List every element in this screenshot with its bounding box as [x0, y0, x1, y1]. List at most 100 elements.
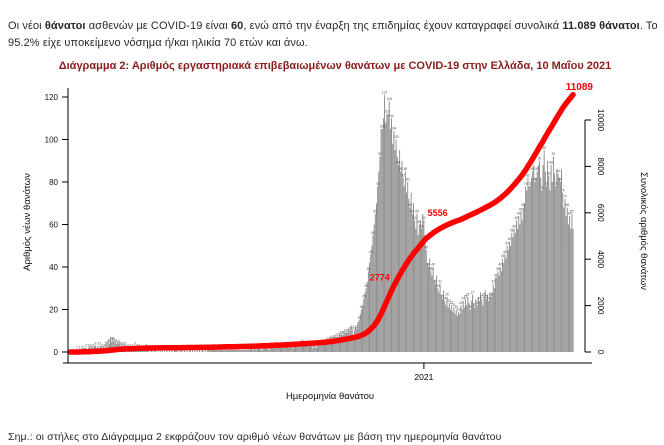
- bar-value-label: 65: [411, 210, 415, 214]
- bar-value-label: 50: [505, 241, 509, 245]
- chart-title: Διάγραμμα 2: Αριθμός εργαστηριακά επιβεβ…: [59, 60, 612, 72]
- right-axis-tick-label: 8000: [596, 158, 605, 176]
- bar-value-label: 64: [568, 212, 572, 216]
- bar-value-label: 25: [485, 295, 489, 299]
- bar-value-label: 6: [331, 335, 333, 339]
- intro-new-deaths-count: 60: [230, 20, 244, 32]
- right-axis-tick-label: 10000: [596, 109, 605, 132]
- bar-value-label: 11: [355, 324, 359, 328]
- bar-value-label: 55: [371, 231, 375, 235]
- bar-value-label: 3: [97, 341, 99, 345]
- bar-value-label: 2: [85, 343, 87, 347]
- left-axis-tick-label: 120: [45, 93, 59, 102]
- bar-value-label: 3: [125, 341, 127, 345]
- left-axis-tick-label: 20: [49, 306, 58, 315]
- bar-value-label: 83: [547, 171, 551, 175]
- bar-value-label: 68: [566, 203, 570, 207]
- bar-value-label: 80: [406, 178, 410, 182]
- bar-value-label: 22: [459, 301, 463, 305]
- bar-value-label: 121: [382, 91, 388, 95]
- left-axis-tick-label: 40: [49, 263, 58, 272]
- bar-value-label: 3: [95, 341, 97, 345]
- cumulative-deaths-line: [67, 91, 576, 355]
- bar-value-label: 92: [378, 152, 382, 156]
- bar-value-label: 1: [81, 346, 83, 350]
- bar-value-label: 26: [489, 292, 493, 296]
- bar-value-label: 58: [420, 224, 424, 228]
- bar-value-label: 35: [494, 273, 498, 277]
- bar-value-label: 3: [122, 341, 124, 345]
- left-axis-tick-label: 60: [49, 221, 58, 230]
- axes-layer: 0204060801001200200040006000800010000202…: [45, 88, 605, 382]
- bar-value-label: 78: [529, 182, 533, 186]
- bar-value-label: 65: [415, 210, 419, 214]
- bar-value-label: 65: [374, 210, 378, 214]
- bar-value-label: 5: [113, 337, 115, 341]
- x-axis-tick-label: 2021: [414, 372, 433, 382]
- bar-value-label: 9: [344, 329, 346, 333]
- bar-value-label: 118: [387, 97, 392, 101]
- bar-value-label: 85: [535, 167, 539, 171]
- bar-value-label: 24: [478, 297, 482, 301]
- bar-value-label: 100: [393, 135, 399, 139]
- bar-value-label: 3: [106, 341, 108, 345]
- bar-value-label: 30: [436, 284, 440, 288]
- bar-value-label: 66: [519, 207, 523, 211]
- bar-value-label: 2: [132, 343, 134, 347]
- bar-value-label: 30: [364, 284, 368, 288]
- bar-value-label: 6: [333, 335, 335, 339]
- bar-value-label: 85: [531, 167, 535, 171]
- bar-value-label: 4: [115, 339, 117, 343]
- chart-container: Διάγραμμα 2: Αριθμός εργαστηριακά επιβεβ…: [0, 52, 664, 404]
- bar-value-label: 52: [508, 237, 512, 241]
- bar-value-label: 82: [526, 174, 530, 178]
- bar-value-label: 65: [570, 210, 574, 214]
- left-axis-tick-label: 80: [49, 178, 58, 187]
- bar-value-label: 84: [556, 169, 560, 173]
- bar-value-label: 9: [347, 329, 349, 333]
- bar-value-label: 40: [498, 263, 502, 267]
- bar-value-label: 92: [552, 152, 556, 156]
- right-axis-tick-label: 4000: [596, 250, 605, 268]
- bar-value-label: 80: [559, 178, 563, 182]
- bar-value-label: 85: [404, 167, 408, 171]
- bar-value-label: 64: [517, 212, 521, 216]
- bar-value-label: 25: [464, 295, 468, 299]
- bar-value-label: 62: [422, 216, 426, 220]
- bar-value-label: 78: [376, 182, 380, 186]
- bar-value-label: 7: [335, 333, 337, 337]
- bar-value-label: 88: [397, 161, 401, 165]
- bar-value-label: 3: [120, 341, 122, 345]
- bar-value-label: 8: [342, 331, 344, 335]
- bar-value-label: 75: [561, 188, 565, 192]
- bar-value-label: 10: [353, 326, 357, 330]
- bar-value-label: 68: [408, 203, 412, 207]
- bar-value-label: 8: [340, 331, 342, 335]
- bar-value-label: 15: [357, 316, 361, 320]
- bar-value-label: 2: [136, 343, 138, 347]
- bar-value-label: 78: [545, 182, 549, 186]
- bar-value-label: 46: [503, 250, 507, 254]
- x-axis-title: Ημερομηνία θανάτου: [286, 391, 374, 402]
- bar-value-label: 1: [83, 346, 85, 350]
- bar-value-label: 104: [391, 127, 397, 131]
- bar-value-label: 40: [431, 263, 435, 267]
- bar-value-label: 38: [429, 267, 433, 271]
- bar-value-label: 3: [134, 341, 136, 345]
- bar-value-label: 32: [492, 280, 496, 284]
- bar-value-label: 26: [466, 292, 470, 296]
- cumulative-line-layer: [67, 91, 576, 355]
- bar-value-label: 27: [471, 290, 475, 294]
- bar-value-label: 46: [369, 250, 373, 254]
- bar-value-label: 95: [542, 146, 546, 150]
- bar-value-label: 2: [139, 343, 141, 347]
- bar-value-label: 44: [501, 254, 505, 258]
- cumulative-milestone-label: 5556: [428, 208, 448, 218]
- bar-value-label: 60: [418, 220, 422, 224]
- cumulative-final-label: 11089: [566, 82, 594, 93]
- bar-value-label: 2: [92, 343, 94, 347]
- bar-value-label: 2: [90, 343, 92, 347]
- bar-value-label: 5: [326, 337, 328, 341]
- bar-value-label: 4: [118, 339, 120, 343]
